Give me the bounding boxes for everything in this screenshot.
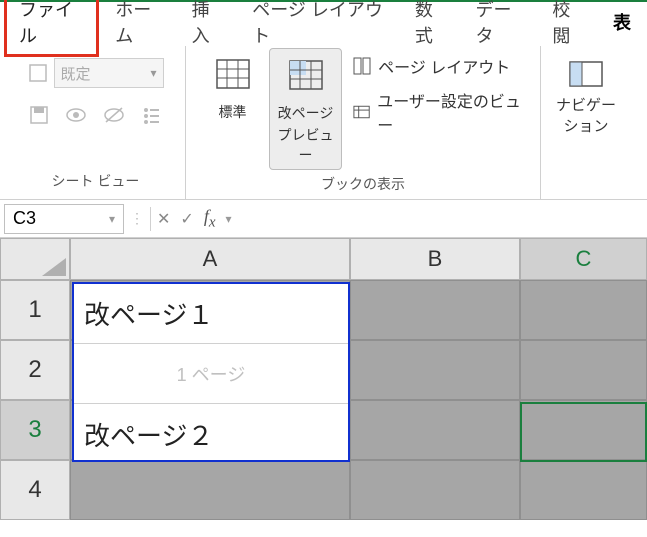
- group-sheet-view: 既定 ▾ シート ビュー: [6, 46, 186, 199]
- group-label-navigation: [584, 171, 588, 197]
- save-view-icon[interactable]: [28, 104, 50, 132]
- page-watermark: 1 ページ: [74, 344, 348, 404]
- row-header-3[interactable]: 3: [0, 400, 70, 460]
- cell-b2[interactable]: [350, 340, 520, 400]
- page-break-preview-button[interactable]: 改ページ プレビュー: [269, 48, 342, 170]
- page-layout-view-label: ページ レイアウト: [378, 54, 510, 78]
- group-book-view: 標準 改ページ プレビュー ページ レイアウ: [186, 46, 541, 199]
- group-navigation: ナビゲー ション: [541, 46, 631, 199]
- chevron-down-icon: ▾: [109, 212, 115, 226]
- page-layout-icon: [352, 56, 372, 76]
- navigation-label-2: ション: [563, 115, 608, 136]
- page-layout-view-button[interactable]: ページ レイアウト: [352, 54, 530, 78]
- formula-input[interactable]: [238, 204, 643, 234]
- cell-c1[interactable]: [520, 280, 647, 340]
- cell-b1[interactable]: [350, 280, 520, 340]
- cell-b3[interactable]: [350, 400, 520, 460]
- col-header-a[interactable]: A: [70, 238, 350, 280]
- row-header-4[interactable]: 4: [0, 460, 70, 520]
- navigation-icon: [566, 54, 606, 94]
- cell-b4[interactable]: [350, 460, 520, 520]
- group-label-sheet-view: シート ビュー: [52, 167, 140, 197]
- row-header-2[interactable]: 2: [0, 340, 70, 400]
- fx-icon[interactable]: fx: [204, 206, 216, 232]
- cell-c4[interactable]: [520, 460, 647, 520]
- print-row-1[interactable]: 改ページ１: [74, 284, 348, 344]
- options-icon[interactable]: [140, 104, 162, 132]
- name-box-value: C3: [13, 208, 36, 229]
- enter-icon[interactable]: ✓: [180, 209, 193, 229]
- eye-closed-icon[interactable]: [102, 104, 126, 132]
- formula-bar: C3 ▾ ⋮ ✕ ✓ fx ▾: [0, 200, 647, 238]
- navigation-button[interactable]: ナビゲー ション: [551, 48, 621, 142]
- eye-open-icon[interactable]: [64, 104, 88, 132]
- cell-a4[interactable]: [70, 460, 350, 520]
- ribbon: 既定 ▾ シート ビュー: [0, 42, 647, 200]
- sheet-view-icon: [28, 63, 48, 83]
- row-header-1[interactable]: 1: [0, 280, 70, 340]
- cell-c2[interactable]: [520, 340, 647, 400]
- normal-view-button[interactable]: 標準: [196, 48, 269, 144]
- worksheet-grid: A B C 1 2 3 4 改ページ１ 1 ページ 改ページ２: [0, 238, 647, 520]
- custom-view-label: ユーザー設定のビュー: [377, 88, 530, 136]
- page-break-label-1: 改ページ: [278, 103, 334, 123]
- normal-view-icon: [213, 54, 253, 94]
- tab-view[interactable]: 表: [601, 3, 643, 41]
- sheet-view-dropdown-label: 既定: [61, 63, 91, 84]
- sheet-view-dropdown[interactable]: 既定 ▾: [54, 58, 164, 88]
- custom-view-button[interactable]: ユーザー設定のビュー: [352, 88, 530, 136]
- normal-view-label: 標準: [219, 102, 247, 122]
- chevron-down-icon: ▾: [150, 66, 156, 80]
- navigation-label-1: ナビゲー: [556, 94, 616, 115]
- cell-c3[interactable]: [520, 400, 647, 460]
- col-header-c[interactable]: C: [520, 238, 647, 280]
- print-row-3[interactable]: 改ページ２: [74, 404, 348, 464]
- col-header-b[interactable]: B: [350, 238, 520, 280]
- ribbon-tabs: ファイル ホーム 挿入 ページ レイアウト 数式 データ 校閲 表: [0, 2, 647, 42]
- custom-view-icon: [352, 102, 371, 122]
- print-area: 改ページ１ 1 ページ 改ページ２: [72, 282, 350, 462]
- chevron-down-icon[interactable]: ▾: [226, 212, 232, 226]
- divider: [150, 207, 151, 231]
- select-all-corner[interactable]: [0, 238, 70, 280]
- grip-icon[interactable]: ⋮: [130, 210, 144, 227]
- page-break-preview-icon: [286, 55, 326, 95]
- group-label-book-view: ブックの表示: [321, 170, 405, 200]
- page-break-label-2: プレビュー: [272, 125, 339, 165]
- name-box[interactable]: C3 ▾: [4, 204, 124, 234]
- cancel-icon[interactable]: ✕: [157, 209, 170, 229]
